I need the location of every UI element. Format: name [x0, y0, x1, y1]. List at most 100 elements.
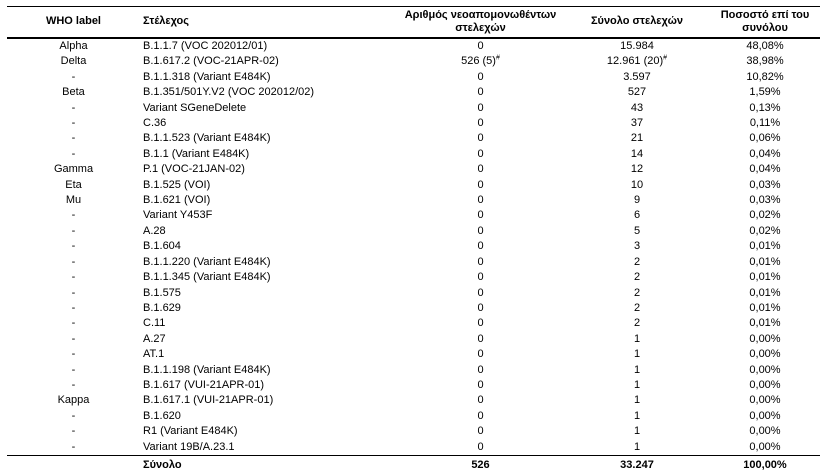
table-row: - AT.1 0 1 0,00% — [7, 347, 820, 362]
strain-cell: B.1.525 (VOI) — [143, 178, 211, 191]
strain-cell: B.1.1.7 (VOC 202012/01) — [143, 40, 268, 52]
table-row: - B.1.1.523 (Variant E484K) 0 21 0,06% — [7, 131, 820, 146]
table-row: Gamma P.1 (VOC-21JAN-02) 0 12 0,04% — [7, 162, 820, 177]
new-isolates-cell: 0 — [477, 255, 484, 268]
table-row: - B.1.1 (Variant E484K) 0 14 0,04% — [7, 147, 820, 162]
who-label-cell: - — [71, 209, 76, 222]
who-label-cell: - — [71, 301, 76, 314]
new-isolates-cell: 0 — [477, 178, 484, 191]
who-label-cell: - — [71, 363, 76, 376]
total-strains-cell: 527 — [627, 86, 647, 99]
new-isolates-cell: 0 — [477, 348, 484, 361]
total-percent-cell: 100,00% — [710, 454, 820, 472]
total-strains-cell: 1 — [633, 425, 641, 438]
footnote-marker: # — [495, 54, 500, 62]
percent-cell: 0,11% — [749, 117, 781, 130]
percent-cell: 0,03% — [749, 178, 781, 191]
percent-cell: 0,06% — [749, 132, 781, 145]
strain-cell: B.1.620 — [143, 409, 181, 422]
total-strains-cell: 12 — [630, 163, 644, 176]
total-strains-cell: 15.984 — [620, 40, 654, 52]
new-isolates-cell: 0 — [477, 147, 484, 160]
who-label-cell: - — [71, 224, 76, 237]
strain-cell: B.1.1.345 (Variant E484K) — [143, 271, 271, 284]
strain-cell: B.1.1.318 (Variant E484K) — [143, 70, 271, 83]
who-label-cell: Kappa — [57, 394, 90, 407]
total-strains-cell: 2 — [633, 255, 641, 268]
table-row: - Variant SGeneDelete 0 43 0,13% — [7, 101, 820, 116]
table-row: - R1 (Variant E484K) 0 1 0,00% — [7, 424, 820, 439]
strain-cell: B.1.575 — [143, 286, 181, 299]
who-label-cell: Beta — [62, 86, 85, 99]
who-label-cell: - — [71, 332, 76, 345]
table-row: - C.11 0 2 0,01% — [7, 316, 820, 331]
total-strains-cell: 2 — [633, 317, 641, 330]
who-label-cell: Eta — [65, 178, 82, 191]
percent-cell: 0,01% — [749, 301, 781, 314]
who-label-cell: - — [71, 240, 76, 253]
total-strains-cell: 6 — [633, 209, 641, 222]
table-body: Alpha B.1.1.7 (VOC 202012/01) 0 15.984 48,08… — [7, 38, 820, 455]
who-label-cell: - — [71, 286, 76, 299]
who-label-cell: - — [71, 317, 76, 330]
who-label-cell: - — [71, 425, 76, 438]
new-isolates-cell: 0 — [477, 394, 484, 407]
who-label-cell: Gamma — [53, 163, 94, 176]
who-label-cell: - — [71, 255, 76, 268]
table-row: Eta B.1.525 (VOI) 0 10 0,03% — [7, 178, 820, 193]
col-header-strain: Στέλεχος — [140, 6, 397, 39]
who-label-cell: - — [71, 132, 76, 145]
table-row: - B.1.629 0 2 0,01% — [7, 301, 820, 316]
strain-cell: B.1.621 (VOI) — [143, 194, 211, 207]
new-isolates-cell: 0 — [477, 378, 484, 391]
percent-cell: 0,01% — [749, 271, 781, 284]
table-row: Beta B.1.351/501Y.V2 (VOC 202012/02) 0 527 1… — [7, 85, 820, 100]
percent-cell: 48,08% — [746, 40, 784, 52]
variants-table: WHO label Στέλεχος Αριθμός νεοαπομονωθέν… — [7, 6, 820, 472]
strain-cell: Variant SGeneDelete — [143, 101, 247, 114]
total-strains-cell: 14 — [630, 147, 644, 160]
total-new-isolates-cell: 526 — [397, 454, 564, 472]
new-isolates-cell: 0 — [477, 317, 484, 330]
col-header-percent-of-total: Ποσοστό επί του συνόλου — [710, 6, 820, 39]
footnote-marker: # — [663, 54, 668, 62]
total-strains-cell: 1 — [633, 409, 641, 422]
strain-cell: C.11 — [143, 317, 166, 330]
strain-cell: R1 (Variant E484K) — [143, 425, 238, 438]
new-isolates-cell: 0 — [477, 440, 484, 453]
table-row: - B.1.617 (VUI-21APR-01) 0 1 0,00% — [7, 378, 820, 393]
total-strains-cell: 5 — [633, 224, 641, 237]
new-isolates-cell: 0 — [477, 224, 484, 237]
table-row: - B.1.1.345 (Variant E484K) 0 2 0,01% — [7, 270, 820, 285]
who-label-cell: - — [71, 409, 76, 422]
total-label-cell: Σύνολο — [140, 454, 397, 472]
total-strains-cell: 1 — [633, 394, 641, 407]
strain-cell: B.1.617.1 (VUI-21APR-01) — [143, 394, 274, 407]
percent-cell: 0,04% — [749, 163, 781, 176]
table-row: - Variant Y453F 0 6 0,02% — [7, 208, 820, 223]
total-strains-cell: 1 — [633, 348, 641, 361]
percent-cell: 0,00% — [749, 348, 781, 361]
table-row: - A.28 0 5 0,02% — [7, 224, 820, 239]
new-isolates-cell: 0 — [477, 163, 484, 176]
table-header: WHO label Στέλεχος Αριθμός νεοαπομονωθέν… — [7, 6, 820, 39]
table-row: Kappa B.1.617.1 (VUI-21APR-01) 0 1 0,00% — [7, 393, 820, 408]
percent-cell: 0,00% — [749, 332, 781, 345]
who-label-cell: - — [71, 117, 76, 130]
table-row: - B.1.1.198 (Variant E484K) 0 1 0,00% — [7, 363, 820, 378]
percent-cell: 0,00% — [749, 378, 781, 391]
total-strains-cell: 1 — [633, 440, 641, 453]
new-isolates-cell: 0 — [477, 271, 484, 284]
percent-cell: 0,00% — [749, 394, 781, 407]
percent-cell: 0,01% — [749, 255, 781, 268]
table-row: - B.1.1.220 (Variant E484K) 0 2 0,01% — [7, 255, 820, 270]
percent-cell: 0,01% — [749, 240, 781, 253]
strain-cell: Variant Y453F — [143, 209, 213, 222]
strain-cell: A.27 — [143, 332, 166, 345]
total-strains-cell: 21 — [630, 132, 644, 145]
strain-cell: B.1.1.220 (Variant E484K) — [143, 255, 271, 268]
strain-cell: B.1.1.198 (Variant E484K) — [143, 363, 271, 376]
percent-cell: 0,03% — [749, 194, 781, 207]
strain-cell: B.1.351/501Y.V2 (VOC 202012/02) — [143, 86, 315, 99]
